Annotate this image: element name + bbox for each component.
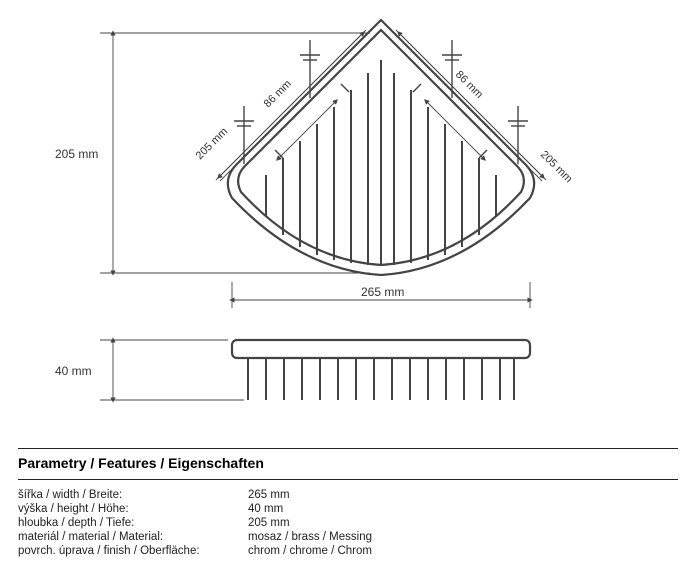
param-label: výška / height / Höhe: (18, 502, 248, 516)
technical-drawing: 205 mm 265 mm 205 mm 86 mm 205 mm 86 mm (0, 0, 699, 445)
param-label: šířka / width / Breite: (18, 488, 248, 502)
parameters-table: šířka / width / Breite:265 mm výška / he… (18, 488, 372, 558)
table-row: materiál / material / Material:mosaz / b… (18, 530, 372, 544)
dim-diag-left-outer: 205 mm (194, 126, 231, 163)
dim-diag-right-outer: 205 mm (538, 149, 575, 186)
dim-diag-left-inner: 86 mm (262, 78, 294, 110)
parameters-section: Parametry / Features / Eigenschaften šíř… (18, 448, 678, 558)
param-label: povrch. úprava / finish / Oberfläche: (18, 544, 248, 558)
table-row: hloubka / depth / Tiefe:205 mm (18, 516, 372, 530)
param-value: 265 mm (248, 488, 372, 502)
param-value: mosaz / brass / Messing (248, 530, 372, 544)
table-row: výška / height / Höhe:40 mm (18, 502, 372, 516)
param-label: hloubka / depth / Tiefe: (18, 516, 248, 530)
divider (18, 448, 678, 449)
dim-width: 265 mm (361, 285, 404, 299)
table-row: šířka / width / Breite:265 mm (18, 488, 372, 502)
dim-height: 205 mm (55, 147, 98, 161)
param-value: 205 mm (248, 516, 372, 530)
parameters-title: Parametry / Features / Eigenschaften (18, 455, 678, 471)
param-value: 40 mm (248, 502, 372, 516)
table-row: povrch. úprava / finish / Oberfläche:chr… (18, 544, 372, 558)
param-label: materiál / material / Material: (18, 530, 248, 544)
dim-side-height: 40 mm (55, 364, 92, 378)
param-value: chrom / chrome / Chrom (248, 544, 372, 558)
divider (18, 479, 678, 480)
